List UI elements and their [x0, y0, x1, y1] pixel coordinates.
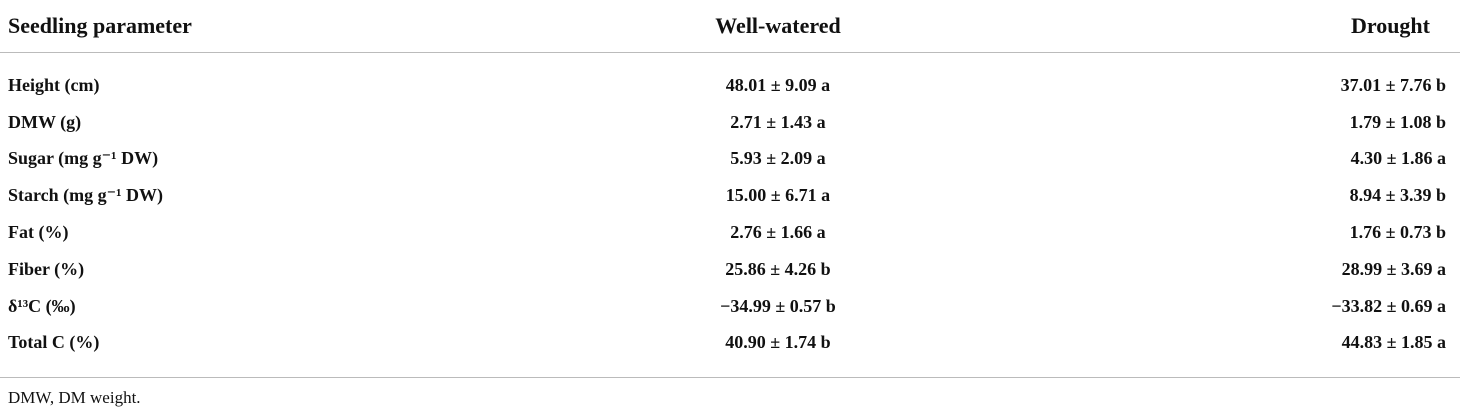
- row-label: Total C (%): [0, 324, 568, 379]
- table-cell: 4.30 ± 1.86 a: [1350, 148, 1446, 169]
- header-row: Seedling parameter Well-watered Drought: [0, 0, 1460, 53]
- table-row: Sugar (mg g⁻¹ DW) 5.93 ± 2.09 a 4.30 ± 1.8…: [0, 141, 1460, 178]
- data-table: Seedling parameter Well-watered Drought He…: [0, 0, 1460, 379]
- column-header: Well-watered: [568, 0, 988, 53]
- row-label: Starch (mg g⁻¹ DW): [8, 185, 164, 206]
- row-label: δ¹³C (‰): [8, 295, 76, 316]
- table-cell: 15.00 ± 6.71 a: [725, 185, 831, 206]
- table-cell: 8.94 ± 3.39 b: [1349, 185, 1446, 206]
- table-cell: 5.93 ± 2.09 a: [730, 148, 826, 169]
- table-row: Fat (%) 2.76 ± 1.66 a 1.76 ± 0.73 b: [0, 214, 1460, 251]
- table-row: Total C (%) 40.90 ± 1.74 b 44.83 ± 1.85 a: [0, 324, 1460, 379]
- column-header: Drought: [988, 0, 1460, 53]
- table-row: Height (cm) 48.01 ± 9.09 a 37.01 ± 7.76 b: [0, 53, 1460, 104]
- table-cell: −33.82 ± 0.69 a: [1331, 295, 1446, 316]
- row-label: Fiber (%): [8, 258, 85, 279]
- row-label: Height (cm): [8, 74, 100, 95]
- row-label: Sugar (mg g⁻¹ DW): [8, 148, 159, 169]
- footnote: DMW, DM weight.: [8, 388, 141, 407]
- table-cell: 48.01 ± 9.09 a: [725, 74, 831, 95]
- table-row: δ¹³C (‰) −34.99 ± 0.57 b −33.82 ± 0.69 a: [0, 288, 1460, 325]
- table-cell: 40.90 ± 1.74 b: [568, 324, 988, 379]
- table-cell: 1.79 ± 1.08 b: [1349, 111, 1446, 132]
- column-header: Seedling parameter: [0, 0, 568, 53]
- row-label: Fat (%): [8, 222, 69, 243]
- table-cell: 2.71 ± 1.43 a: [730, 111, 826, 132]
- table-cell: −34.99 ± 0.57 b: [720, 295, 836, 316]
- table-row: Starch (mg g⁻¹ DW) 15.00 ± 6.71 a 8.94 ± 3…: [0, 177, 1460, 214]
- table-cell: 2.76 ± 1.66 a: [730, 222, 826, 243]
- table-cell: 44.83 ± 1.85 a: [988, 324, 1460, 379]
- table-cell: 25.86 ± 4.26 b: [725, 258, 831, 279]
- table-row: DMW (g) 2.71 ± 1.43 a 1.79 ± 1.08 b: [0, 104, 1460, 141]
- table-cell: 28.99 ± 3.69 a: [1341, 258, 1446, 279]
- table-row: Fiber (%) 25.86 ± 4.26 b 28.99 ± 3.69 a: [0, 251, 1460, 288]
- table-cell: 37.01 ± 7.76 b: [1340, 74, 1446, 95]
- table-cell: 1.76 ± 0.73 b: [1349, 222, 1446, 243]
- row-label: DMW (g): [8, 111, 82, 132]
